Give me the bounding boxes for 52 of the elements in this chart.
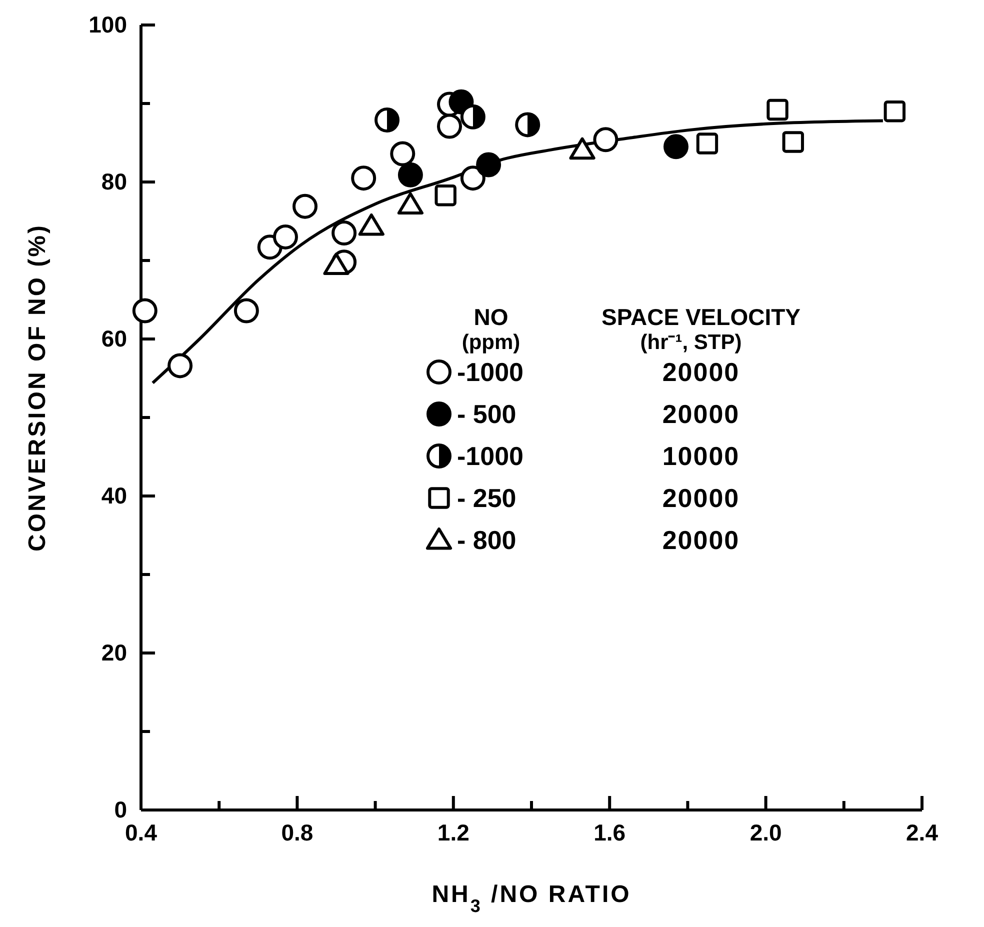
point (323, 252, 350, 275)
annotation: 20000 (662, 525, 740, 555)
point (351, 166, 376, 191)
annotation: 20000 (662, 483, 740, 513)
legend-label: -1000 (457, 357, 524, 387)
x-axis-title: NH$_{3}$ /NO RATIO (432, 881, 632, 916)
point (460, 166, 486, 191)
point (132, 298, 158, 324)
legend-title: NO (ppm) (462, 304, 520, 354)
point (782, 131, 804, 153)
legend-label: - 500 (457, 399, 516, 429)
y-tick-label: 0 (114, 796, 127, 822)
point (390, 141, 416, 166)
point (358, 213, 384, 236)
y-tick-label: 100 (88, 11, 127, 38)
x-tick-label: 0.4 (125, 819, 158, 846)
point (460, 104, 486, 130)
point (696, 132, 718, 154)
point (569, 137, 596, 160)
y-tick-label: 40 (101, 482, 127, 508)
point (766, 98, 788, 121)
annotation: 20000 (662, 399, 740, 429)
point (234, 298, 259, 324)
point (593, 127, 618, 152)
point (398, 162, 423, 188)
point (515, 112, 540, 138)
annotation: SPACE VELOCITY (hr⁻¹, STP) (602, 304, 800, 354)
point (436, 114, 462, 139)
point (292, 194, 318, 219)
legend-label: - 800 (457, 525, 516, 555)
x-tick-label: 2.4 (906, 819, 938, 846)
x-tick-label: 0.8 (281, 819, 314, 846)
point (374, 107, 400, 132)
x-tick-label: 1.6 (594, 819, 626, 846)
point (434, 184, 456, 206)
y-tick-label: 20 (101, 639, 127, 666)
point (332, 220, 357, 246)
point (476, 152, 502, 178)
y-tick-label: 60 (101, 325, 127, 352)
y-axis-title: CONVERSION OF NO (%) (24, 223, 51, 552)
annotation: 10000 (662, 441, 740, 471)
point (272, 224, 298, 250)
point (663, 134, 688, 160)
y-tick-label: 80 (101, 168, 127, 194)
annotation: 20000 (662, 357, 740, 387)
legend-label: -1000 (457, 441, 524, 471)
x-tick-label: 1.2 (437, 819, 470, 846)
point (397, 192, 424, 215)
point (168, 353, 193, 378)
point (884, 100, 906, 122)
legend-label: - 250 (457, 483, 516, 513)
x-tick-label: 2.0 (750, 819, 782, 846)
